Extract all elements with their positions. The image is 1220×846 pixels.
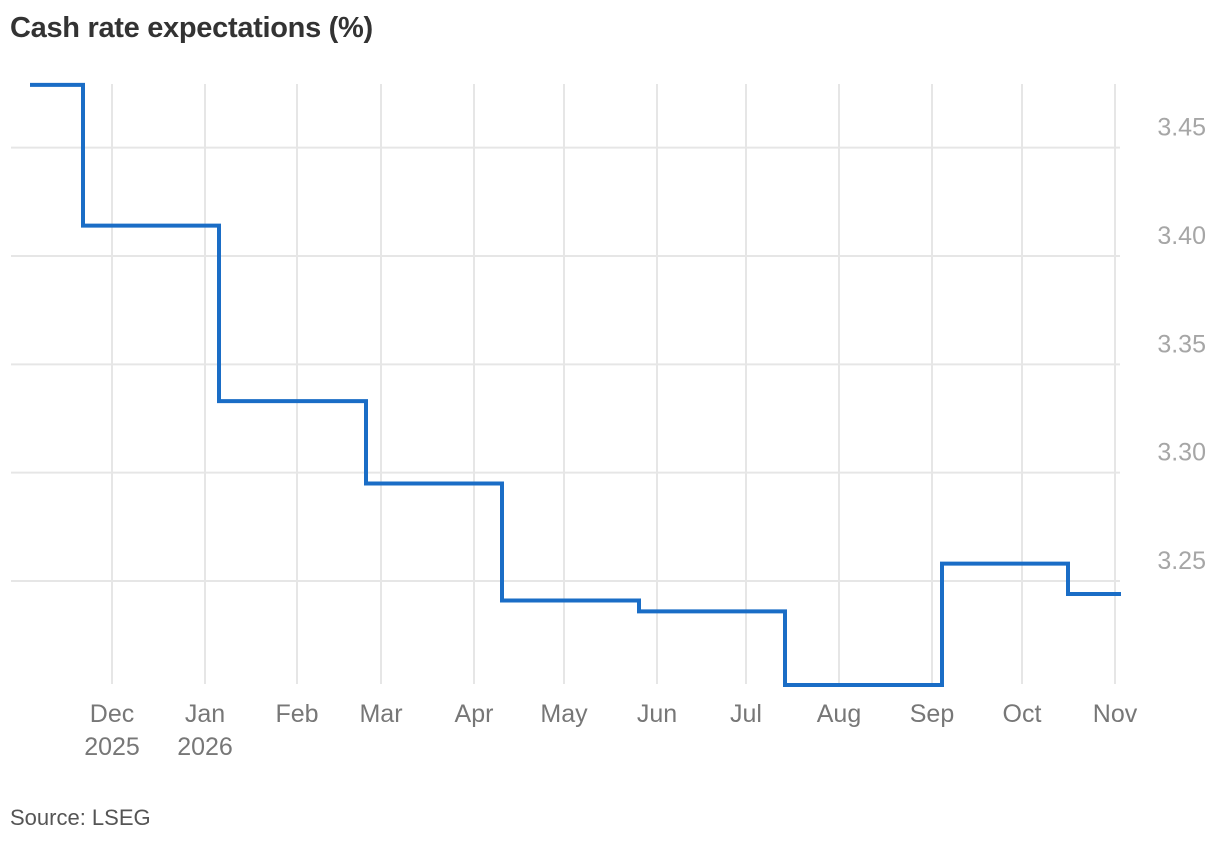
- x-tick-label: Jun: [637, 700, 677, 728]
- y-tick-label: 3.30: [1157, 439, 1206, 467]
- x-tick-label: Dec: [90, 700, 134, 728]
- y-tick-label: 3.45: [1157, 114, 1206, 142]
- y-tick-label: 3.40: [1157, 222, 1206, 250]
- x-tick-label: Oct: [1003, 700, 1042, 728]
- x-tick-year: 2025: [84, 733, 140, 761]
- x-tick-label: Mar: [359, 700, 402, 728]
- x-tick-label: Aug: [817, 700, 861, 728]
- x-tick-label: Jan: [185, 700, 225, 728]
- chart-title: Cash rate expectations (%): [10, 12, 373, 44]
- x-tick-label: Apr: [455, 700, 494, 728]
- x-tick-year: 2026: [177, 733, 233, 761]
- x-tick-label: Jul: [730, 700, 762, 728]
- x-axis-labels: Dec 2025 Jan 2026 Feb Mar Apr May Jun Jul Aug Sep Oc…: [84, 700, 1138, 761]
- x-tick-label: Nov: [1093, 700, 1138, 728]
- x-tick-label: May: [540, 700, 588, 728]
- x-tick-label: Sep: [910, 700, 954, 728]
- cash-rate-step-line: [30, 82, 1121, 688]
- source-note: Source: LSEG: [10, 805, 151, 830]
- x-tick-label: Feb: [275, 700, 318, 728]
- y-axis-labels: 3.25 3.30 3.35 3.40 3.45: [1157, 114, 1206, 575]
- y-tick-label: 3.25: [1157, 547, 1206, 575]
- gridlines: [11, 84, 1120, 684]
- y-tick-label: 3.35: [1157, 330, 1206, 358]
